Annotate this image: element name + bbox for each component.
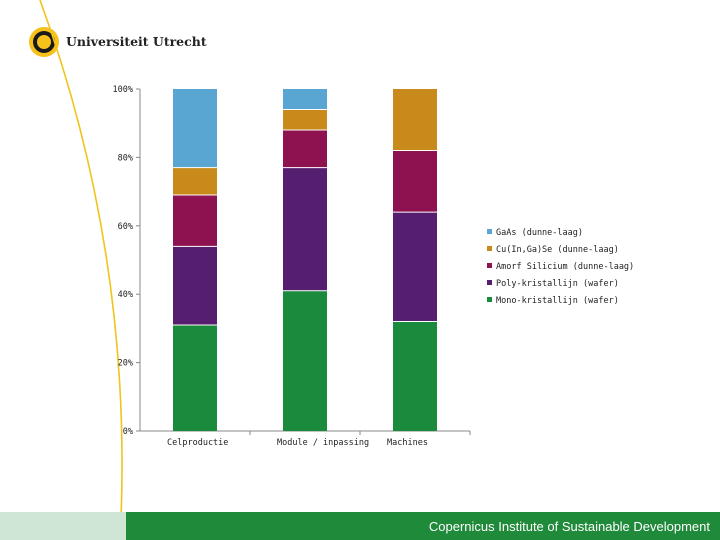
footer-accent [0, 512, 126, 540]
bar-segment [283, 130, 327, 168]
footer-bar [126, 512, 720, 540]
bar-segment [283, 89, 327, 110]
y-tick-label: 40% [118, 290, 133, 300]
legend: GaAs (dunne-laag) Cu(In,Ga)Se (dunne-laag… [487, 228, 634, 306]
legend-swatch [487, 263, 492, 268]
y-tick-label: 0% [123, 427, 133, 437]
bar-segment [393, 212, 437, 322]
legend-swatch [487, 280, 492, 285]
legend-label: Poly-kristallijn (wafer) [496, 279, 619, 289]
bar-segment [283, 167, 327, 291]
category-label: Module / inpassing [277, 438, 369, 448]
legend-swatch [487, 297, 492, 302]
bar-segment [393, 321, 437, 431]
legend-label: GaAs (dunne-laag) [496, 228, 583, 238]
category-labels-group: Celproductie Module / inpassing Machines [167, 431, 471, 448]
legend-label: Amorf Silicium (dunne-laag) [496, 262, 634, 272]
y-tick-label: 80% [118, 153, 133, 163]
bar-segment [283, 290, 327, 431]
bar-segment [173, 324, 217, 431]
bar-segment [173, 246, 217, 325]
bar-segment [393, 150, 437, 213]
bar-segment [173, 89, 217, 168]
legend-label: Mono-kristallijn (wafer) [496, 296, 619, 306]
category-label: Machines [387, 438, 428, 448]
y-tick-label: 20% [118, 359, 133, 369]
bar-segment [393, 89, 437, 151]
category-label: Celproductie [167, 438, 228, 448]
legend-swatch [487, 229, 492, 234]
footer-institute-text: Copernicus Institute of Sustainable Deve… [428, 519, 710, 534]
legend-swatch [487, 246, 492, 251]
bar-segment [173, 167, 217, 196]
y-tick-label: 60% [118, 222, 133, 232]
bar-segment [173, 195, 217, 247]
y-tick-label: 100% [113, 85, 133, 95]
legend-label: Cu(In,Ga)Se (dunne-laag) [496, 245, 619, 255]
bars-group [173, 89, 437, 431]
bar-segment [283, 109, 327, 131]
